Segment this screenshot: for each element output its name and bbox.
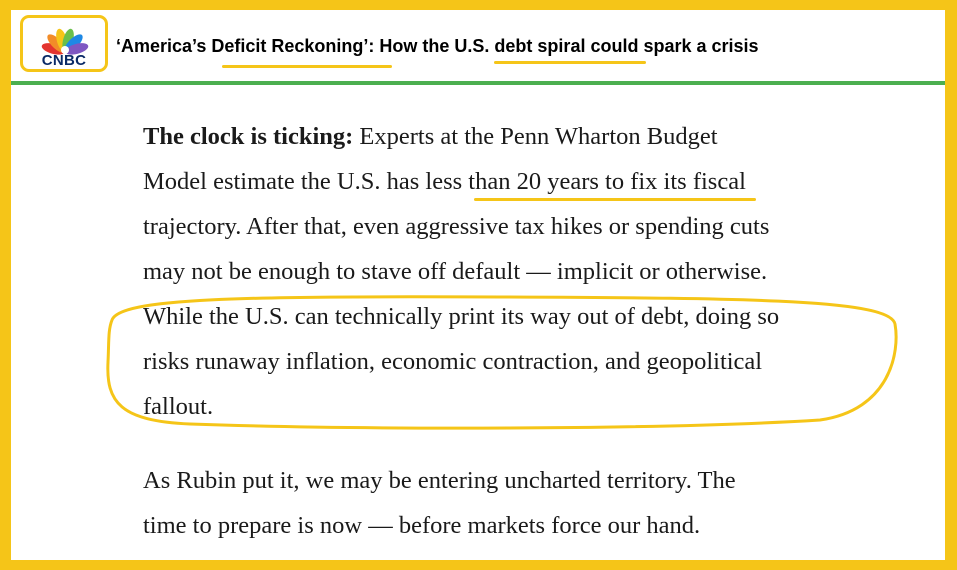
- logo-text: CNBC: [41, 52, 87, 69]
- line-text: Model estimate the U.S. has: [143, 168, 426, 195]
- peacock-icon: [41, 28, 89, 55]
- cnbc-logo[interactable]: CNBC: [20, 15, 108, 72]
- headline[interactable]: ‘America’s Deficit Reckoning’: How the U…: [116, 36, 759, 57]
- paragraph-line: The clock is ticking: Experts at the Pen…: [143, 123, 718, 150]
- highlight-underline: [494, 61, 646, 64]
- lead-phrase: The clock is ticking:: [143, 123, 354, 150]
- highlighted-phrase: less than 20 years to fix: [425, 168, 658, 195]
- paragraph-line: As Rubin put it, we may be entering unch…: [143, 467, 736, 494]
- paragraph-line: may not be enough to stave off default —…: [143, 258, 768, 285]
- header-divider: [11, 81, 945, 85]
- paragraph-line: fallout.: [143, 393, 214, 420]
- headline-highlight-debt: U.S. debt spiral: [454, 36, 586, 56]
- paragraph-line: While the U.S. can technically print its…: [143, 303, 780, 330]
- headline-part: could spark a crisis: [585, 36, 759, 56]
- paragraph-line: time to prepare is now — before markets …: [143, 512, 701, 539]
- highlight-oval: [106, 295, 898, 430]
- article-header: [11, 10, 945, 82]
- line-text: its fiscal: [657, 168, 746, 195]
- paragraph-line: risks runaway inflation, economic contra…: [143, 348, 763, 375]
- highlight-underline: [222, 65, 392, 68]
- paragraph-line: trajectory. After that, even aggressive …: [143, 213, 770, 240]
- line-text: Experts at the Penn Wharton Budget: [353, 123, 718, 150]
- headline-part: ’: How the: [363, 36, 455, 56]
- paragraph-line: Model estimate the U.S. has less than 20…: [143, 168, 746, 195]
- highlight-underline: [474, 198, 756, 201]
- headline-highlight-deficit: Deficit Reckoning: [211, 36, 364, 56]
- headline-part: ‘America’s: [116, 36, 212, 56]
